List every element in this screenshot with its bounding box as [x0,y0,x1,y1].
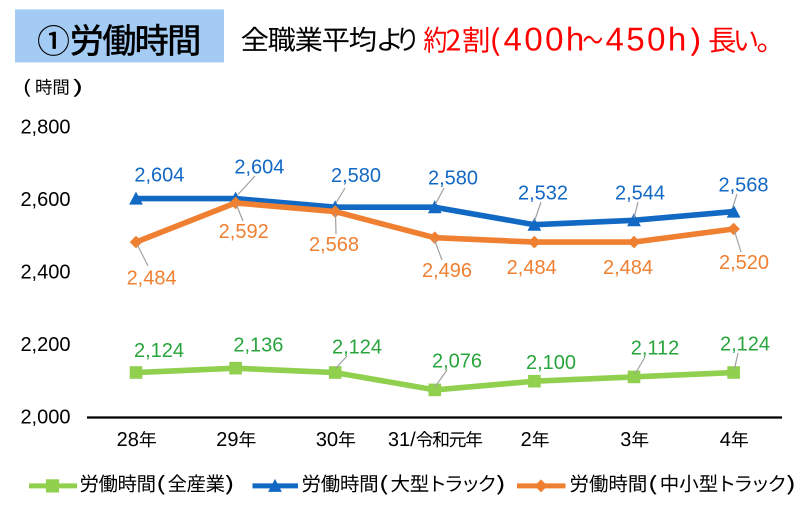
svg-text:2,484: 2,484 [127,268,177,290]
svg-text:2,484: 2,484 [507,257,557,279]
svg-text:2,544: 2,544 [615,183,665,205]
svg-text:2,484: 2,484 [603,257,653,279]
svg-text:2,604: 2,604 [134,164,184,186]
svg-text:2,520: 2,520 [719,252,769,274]
svg-text:2,580: 2,580 [331,165,381,187]
svg-text:2,124: 2,124 [134,340,184,362]
svg-text:2,580: 2,580 [428,168,478,190]
svg-text:2,076: 2,076 [432,351,482,373]
svg-text:2,600: 2,600 [20,189,70,211]
svg-text:2,568: 2,568 [309,234,359,256]
svg-text:2,400: 2,400 [20,262,70,284]
svg-text:2,532: 2,532 [518,183,568,205]
svg-text:2,496: 2,496 [422,260,472,282]
svg-text:2,124: 2,124 [332,337,382,359]
svg-text:2,100: 2,100 [526,352,576,374]
svg-text:2,592: 2,592 [219,221,269,243]
svg-text:2,112: 2,112 [631,338,680,360]
svg-text:2,200: 2,200 [20,334,70,356]
svg-text:2,124: 2,124 [720,334,770,356]
svg-text:2,800: 2,800 [20,117,70,139]
svg-text:2,568: 2,568 [718,175,768,197]
svg-text:2,000: 2,000 [20,407,70,429]
svg-text:2,136: 2,136 [233,334,283,356]
svg-text:2,604: 2,604 [234,157,284,179]
